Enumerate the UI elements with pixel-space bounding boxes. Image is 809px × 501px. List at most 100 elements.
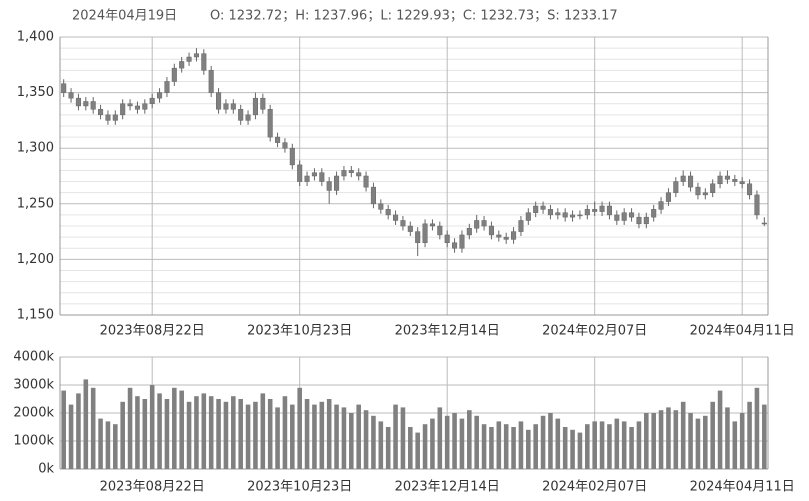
volume-bar: [518, 421, 524, 469]
candle-body: [201, 53, 207, 71]
y-tick-label: 1,250: [17, 196, 54, 211]
candle-body: [252, 97, 258, 116]
x-tick-label: 2023年12月14日: [395, 480, 500, 495]
candle-body: [341, 170, 347, 177]
volume-bar: [459, 418, 465, 469]
volume-bar: [430, 418, 435, 469]
candle-body: [673, 181, 679, 193]
candle-body: [503, 236, 509, 240]
candle-body: [289, 147, 295, 166]
candle-body: [533, 205, 539, 213]
candle-body: [747, 183, 753, 196]
volume-bar: [680, 401, 686, 469]
volume-bar: [326, 399, 332, 469]
candle-body: [120, 103, 126, 116]
volume-bar: [356, 404, 361, 469]
candle-body: [157, 92, 163, 99]
volume-bar: [511, 427, 516, 469]
x-tick-label: 2023年10月23日: [247, 480, 352, 495]
volume-bar: [223, 401, 229, 469]
candle-body: [282, 142, 288, 149]
volume-bar: [186, 401, 192, 469]
y-tick-label: 0k: [38, 462, 54, 477]
candle-body: [606, 205, 612, 216]
volume-bar: [231, 396, 236, 469]
candle-body: [688, 175, 694, 188]
candle-body: [193, 53, 199, 58]
volume-bar: [297, 387, 302, 469]
candle-body: [511, 231, 517, 240]
volume-bar: [179, 390, 184, 469]
volume-bar: [408, 427, 413, 469]
volume-bar: [592, 421, 597, 469]
candle-body: [481, 220, 487, 227]
y-tick-label: 1,300: [17, 141, 54, 156]
volume-bar: [570, 429, 575, 469]
volume-bar: [304, 399, 310, 469]
volume-bar: [444, 415, 450, 469]
candle-body: [518, 220, 524, 232]
candle-body: [459, 234, 465, 249]
volume-bar: [651, 413, 656, 469]
candle-body: [540, 205, 546, 210]
volume-bar: [267, 399, 273, 469]
volume-bar: [319, 401, 325, 469]
volume-bar: [562, 427, 568, 469]
volume-bar: [260, 393, 266, 469]
volume-bar: [629, 427, 634, 469]
candle-body: [297, 164, 303, 182]
candle-body: [636, 216, 642, 225]
volume-bar: [208, 396, 214, 469]
candle-body: [90, 101, 96, 110]
volume-bar: [201, 393, 207, 469]
candle-body: [695, 186, 701, 196]
candle-body: [437, 225, 443, 236]
candle-body: [393, 214, 399, 221]
candle-body: [311, 172, 317, 177]
volume-bar: [747, 401, 752, 469]
volume-bar: [489, 427, 494, 469]
volume-bar: [341, 407, 347, 469]
candle-body: [230, 103, 236, 110]
volume-bar: [658, 410, 664, 469]
volume-bar: [533, 424, 538, 469]
candle-body: [334, 175, 340, 191]
volume-bar: [717, 390, 723, 469]
candle-body: [319, 172, 325, 182]
y-tick-label: 1,150: [17, 308, 54, 323]
candle-body: [629, 212, 635, 218]
volume-bar: [76, 393, 81, 469]
volume-bar: [149, 385, 155, 469]
candle-body: [525, 212, 531, 221]
candle-body: [444, 234, 450, 243]
candle-body: [710, 183, 716, 193]
candle-body: [370, 186, 376, 205]
candle-body: [127, 103, 133, 107]
candle-body: [592, 209, 598, 212]
candle-body: [614, 214, 620, 221]
candle-body: [400, 220, 406, 227]
candle-body: [142, 103, 148, 110]
volume-bar: [194, 396, 199, 469]
volume-bar: [68, 404, 74, 469]
candle-body: [134, 105, 140, 110]
candle-body: [680, 175, 686, 182]
candle-body: [112, 114, 118, 121]
candle-body: [651, 209, 657, 218]
candle-body: [547, 209, 553, 216]
candle-body: [260, 97, 266, 110]
candle-body: [496, 234, 502, 238]
candle-body: [68, 92, 74, 99]
volume-bar: [415, 432, 420, 469]
candle-body: [599, 205, 605, 212]
candle-body: [643, 216, 649, 225]
volume-bar: [636, 421, 642, 469]
candle-body: [474, 220, 480, 229]
volume-bar: [673, 410, 679, 469]
volume-bar: [282, 396, 288, 469]
volume-bar: [164, 399, 170, 469]
volume-bar: [172, 387, 177, 469]
candle-body: [171, 67, 177, 82]
